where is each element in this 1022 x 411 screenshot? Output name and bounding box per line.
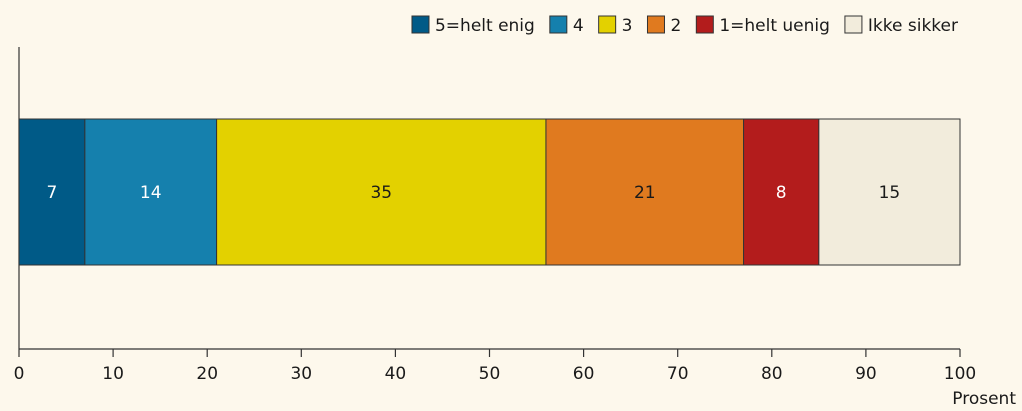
bar-segment-label-3: 35 [370, 183, 392, 203]
legend-swatch-1 [411, 15, 430, 34]
legend-label-1: 5=helt enig [435, 16, 535, 36]
legend-label-3: 3 [622, 16, 633, 36]
bar-segment-label-4: 21 [634, 183, 656, 203]
bar-segment-2 [84, 118, 218, 266]
bar-segment-4 [545, 118, 745, 266]
x-tick-label-40: 40 [385, 364, 407, 384]
legend-label-6: Ikke sikker [868, 16, 958, 36]
x-axis-title: Prosent [952, 389, 1016, 409]
bar-segment-1 [18, 118, 86, 266]
bar-segment-5 [743, 118, 820, 266]
x-tick-label-90: 90 [855, 364, 877, 384]
x-tick-label-60: 60 [573, 364, 595, 384]
x-tick-label-0: 0 [14, 364, 25, 384]
legend-item-1: 5=helt enig [411, 15, 535, 36]
x-tick-label-70: 70 [667, 364, 689, 384]
bar-segment-label-5: 8 [776, 183, 787, 203]
bar-segment-6 [818, 118, 961, 266]
x-tick-label-30: 30 [290, 364, 312, 384]
legend-swatch-3 [598, 15, 617, 34]
legend-item-2: 4 [549, 15, 584, 36]
x-axis: 0 10 20 30 40 50 60 70 80 90 100 [14, 348, 976, 384]
bar-segment-label-6: 15 [879, 183, 901, 203]
x-tick-label-100: 100 [944, 364, 976, 384]
legend-item-4: 2 [646, 15, 681, 36]
legend-label-5: 1=helt uenig [719, 16, 830, 36]
x-tick-label-20: 20 [196, 364, 218, 384]
legend-label-2: 4 [573, 16, 584, 36]
bar-segment-label-1: 7 [47, 183, 58, 203]
legend-item-3: 3 [598, 15, 633, 36]
legend-swatch-6 [844, 15, 863, 34]
legend-swatch-2 [549, 15, 568, 34]
legend-swatch-5 [695, 15, 714, 34]
legend-item-5: 1=helt uenig [695, 15, 830, 36]
x-tick-label-50: 50 [479, 364, 501, 384]
bar-segments: 7 14 35 21 8 15 [18, 118, 961, 266]
x-tick-label-10: 10 [102, 364, 124, 384]
legend-item-6: Ikke sikker [844, 15, 958, 36]
bar-segment-3 [216, 118, 547, 266]
legend-label-4: 2 [670, 16, 681, 36]
legend: 5=helt enig 4 3 2 1=helt uenig Ikke sikker [411, 15, 958, 36]
legend-swatch-4 [646, 15, 665, 34]
x-tick-label-80: 80 [761, 364, 783, 384]
bar-segment-label-2: 14 [140, 183, 162, 203]
